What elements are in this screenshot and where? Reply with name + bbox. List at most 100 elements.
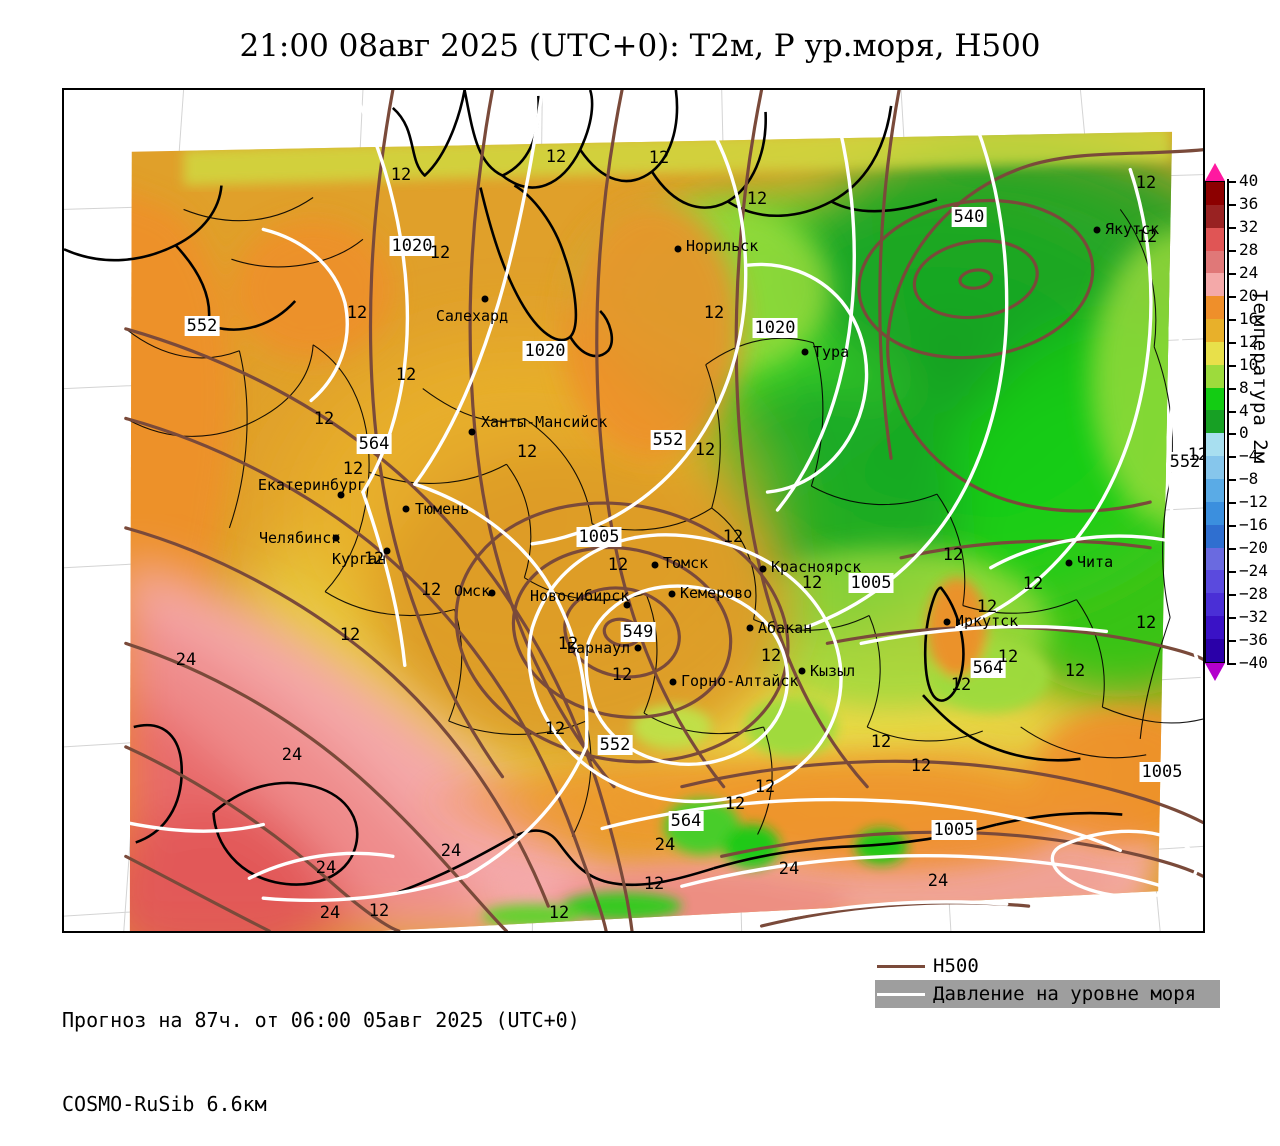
colorbar-band: [1206, 478, 1224, 502]
contour-label-t2m: 12: [342, 459, 364, 479]
contour-label-t2m: 12: [950, 675, 972, 695]
weather-map[interactable]: Норильск Салехард Тура Якутск Ханты-Мансийск…: [62, 88, 1205, 933]
city-marker: [623, 601, 631, 609]
colorbar-band: [1206, 524, 1224, 548]
city-marker: [943, 618, 951, 626]
contour-label-mslp: 1020: [522, 341, 568, 361]
contour-label-t2m: 24: [654, 835, 676, 855]
city-marker: [383, 547, 391, 555]
colorbar-tick: [1229, 479, 1236, 482]
contour-label-t2m: 24: [778, 859, 800, 879]
colorbar-tick: [1229, 640, 1236, 643]
colorbar-tick-label: −28: [1239, 584, 1268, 604]
contour-label-mslp: 1005: [931, 820, 977, 840]
city-marker: [801, 348, 809, 356]
colorbar-tick-label: −40: [1239, 653, 1268, 672]
contour-label-t2m: 12: [313, 409, 335, 429]
contour-label-t2m: 24: [315, 858, 337, 878]
contour-label-t2m: 24: [440, 841, 462, 861]
contour-label-t2m: 12: [648, 148, 670, 168]
colorbar: 40 36 32 28 24 20 16 12 10 8 4 0 −4 −8 −12 −16 −20 −24 −28…: [1200, 163, 1280, 683]
contour-label-t2m: 12: [746, 189, 768, 209]
city-marker: [1065, 559, 1073, 567]
colorbar-strip: [1205, 181, 1225, 663]
contour-label-t2m: 12: [694, 440, 716, 460]
city-label: Томск: [663, 554, 709, 572]
contour-label-mslp: 1020: [389, 236, 435, 256]
admin-boundaries: [125, 197, 1203, 837]
colorbar-tick: [1229, 617, 1236, 620]
contour-label-h500: 552: [597, 735, 633, 755]
contour-label-t2m: 24: [319, 903, 341, 923]
colorbar-band: [1206, 227, 1224, 251]
colorbar-tick-label: 28: [1239, 239, 1259, 259]
city-label: Горно-Алтайск: [681, 672, 799, 690]
city-label: Якутск: [1105, 220, 1160, 238]
contour-label-t2m: 12: [643, 874, 665, 894]
city-marker: [402, 505, 410, 513]
contour-label-t2m: 12: [997, 647, 1019, 667]
contour-label-h500: 564: [668, 811, 704, 831]
contour-label-mslp: 1005: [848, 573, 894, 593]
colorbar-tick-label: 4: [1239, 400, 1249, 420]
city-label: Абакан: [758, 619, 813, 637]
legend-label-h500: H500: [933, 955, 979, 977]
contour-label-t2m: 12: [760, 646, 782, 666]
contour-label-t2m: 12: [703, 303, 725, 323]
contour-label-h500: 552: [184, 316, 220, 336]
legend-label-mslp: Давление на уровне моря: [933, 983, 1197, 1005]
colorbar-tick-label: −36: [1239, 630, 1268, 650]
city-marker: [668, 590, 676, 598]
colorbar-band: [1206, 570, 1224, 594]
colorbar-band: [1206, 616, 1224, 639]
h500-contours: [124, 90, 1203, 931]
colorbar-tick-label: 20: [1239, 285, 1259, 305]
contour-label-t2m: 12: [544, 719, 566, 739]
contour-label-h500: 552: [1167, 452, 1203, 472]
contour-label-t2m: 12: [1135, 173, 1157, 193]
contour-label-t2m: 12: [910, 756, 932, 776]
colorbar-tick: [1229, 341, 1236, 344]
colorbar-tick: [1229, 410, 1236, 413]
colorbar-title: Температура 2м: [1249, 290, 1271, 465]
colorbar-band: [1206, 319, 1224, 342]
colorbar-tick-label: 32: [1239, 216, 1259, 236]
colorbar-tick-label: 16: [1239, 308, 1259, 328]
colorbar-band: [1206, 341, 1224, 365]
contour-label-t2m: 12: [390, 165, 412, 185]
contour-label-h500: 549: [620, 622, 656, 642]
contour-label-mslp: 1020: [752, 318, 798, 338]
colorbar-tick-label: −4: [1239, 446, 1259, 466]
map-legend: H500 Давление на уровне моря: [875, 952, 1220, 1008]
colorbar-tick: [1229, 249, 1236, 252]
contour-label-t2m: 12: [557, 634, 579, 654]
colorbar-band: [1206, 364, 1224, 388]
contour-label-t2m: 12: [420, 580, 442, 600]
contour-label-t2m: 12: [1187, 445, 1203, 465]
contour-label-t2m: 12: [1022, 574, 1044, 594]
city-marker: [746, 624, 754, 632]
city-label: Курган: [332, 550, 387, 568]
city-label: Тура: [813, 343, 850, 361]
legend-line-mslp: [877, 992, 925, 996]
contour-label-t2m: 12: [754, 777, 776, 797]
colorbar-band: [1206, 501, 1224, 525]
city-label: Тюмень: [415, 500, 470, 518]
colorbar-tick-label: 12: [1239, 331, 1259, 351]
contour-label-t2m: 12: [363, 549, 385, 569]
legend-line-h500: [877, 964, 925, 968]
contour-label-t2m: 12: [976, 597, 998, 617]
contour-label-t2m: 12: [395, 365, 417, 385]
colorbar-band: [1206, 456, 1224, 479]
contour-label-t2m: 12: [548, 903, 570, 923]
contour-label-t2m: 12: [1135, 613, 1157, 633]
city-marker: [759, 565, 767, 573]
city-marker: [634, 644, 642, 652]
city-label: Барнаул: [567, 639, 631, 657]
city-label: Норильск: [686, 237, 759, 255]
colorbar-arrow-bottom: [1205, 663, 1225, 681]
contour-label-t2m: 12: [870, 732, 892, 752]
contour-label-h500: 564: [970, 658, 1006, 678]
colorbar-tick-label: 36: [1239, 193, 1259, 213]
contour-label-t2m: 12: [607, 555, 629, 575]
